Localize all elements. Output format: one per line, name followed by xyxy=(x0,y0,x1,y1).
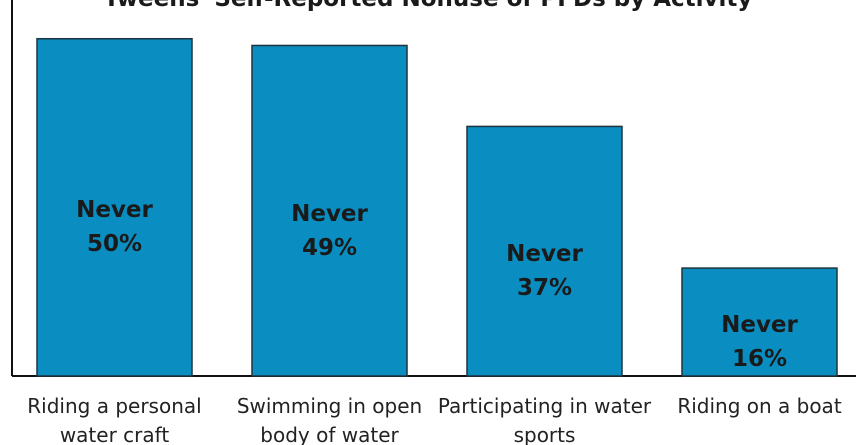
bar-label-prefix: Never xyxy=(721,312,798,339)
bar xyxy=(466,125,623,377)
bar xyxy=(36,37,193,377)
value-label: 37% xyxy=(516,275,573,302)
bar-label-prefix: Never xyxy=(76,197,153,224)
x-tick-label: Swimming in open body of water xyxy=(236,394,423,445)
value-label: 50% xyxy=(86,231,143,258)
bar xyxy=(681,267,838,377)
bar xyxy=(251,44,408,377)
x-tick-label: Riding a personal water craft xyxy=(27,394,202,445)
value-label: 16% xyxy=(731,346,788,373)
chart-title: Tweens' Self-Reported Nonuse of PFDs by … xyxy=(0,0,856,12)
value-label: 49% xyxy=(301,234,358,261)
bar-label-prefix: Never xyxy=(506,241,583,268)
x-tick-label: Riding on a boat xyxy=(677,394,842,418)
bar-label-prefix: Never xyxy=(291,200,368,227)
x-tick-label: Participating in water sports xyxy=(437,394,652,445)
